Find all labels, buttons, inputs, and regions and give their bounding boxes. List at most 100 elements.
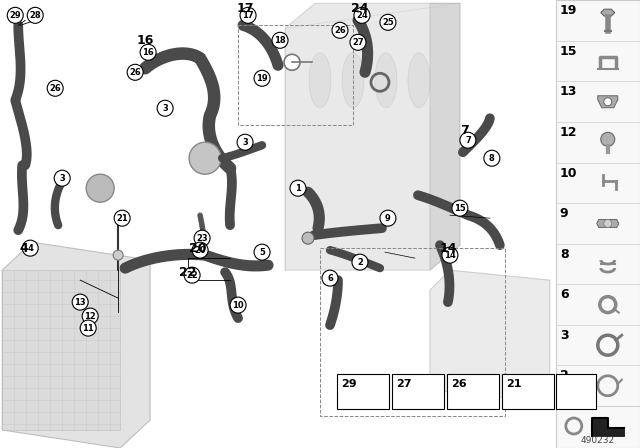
Circle shape (322, 270, 338, 286)
Text: 8: 8 (560, 248, 568, 261)
Text: 3: 3 (163, 104, 168, 113)
Text: 490232: 490232 (580, 436, 615, 445)
Circle shape (237, 134, 253, 150)
Text: 21: 21 (506, 379, 522, 389)
Circle shape (184, 267, 200, 283)
Polygon shape (430, 270, 550, 400)
Polygon shape (285, 3, 460, 270)
Text: 9: 9 (385, 214, 391, 223)
Text: 28: 28 (29, 11, 41, 20)
Circle shape (254, 70, 270, 86)
Text: 20: 20 (189, 241, 207, 254)
Text: 15: 15 (560, 45, 577, 58)
Circle shape (354, 7, 370, 23)
Text: 10: 10 (232, 301, 244, 310)
Text: 22: 22 (179, 266, 197, 279)
Text: 13: 13 (74, 297, 86, 306)
Circle shape (82, 308, 98, 324)
Text: 10: 10 (560, 167, 577, 180)
Circle shape (460, 132, 476, 148)
Text: 12: 12 (560, 126, 577, 139)
Polygon shape (601, 9, 615, 16)
Circle shape (254, 244, 270, 260)
Circle shape (28, 7, 44, 23)
Circle shape (157, 100, 173, 116)
Text: 23: 23 (196, 234, 208, 243)
Bar (447, 374, 499, 409)
Circle shape (350, 34, 366, 50)
Ellipse shape (309, 53, 331, 108)
Circle shape (113, 250, 123, 260)
Polygon shape (596, 220, 619, 228)
Circle shape (194, 230, 210, 246)
Text: 16: 16 (142, 48, 154, 57)
Text: 7: 7 (465, 136, 471, 145)
Bar (392, 374, 444, 409)
Text: 4: 4 (28, 244, 33, 253)
Polygon shape (592, 418, 624, 436)
Bar (0, 0, 555, 448)
Text: 2: 2 (357, 258, 363, 267)
Circle shape (442, 247, 458, 263)
Text: 27: 27 (396, 379, 412, 389)
Bar (320, 248, 505, 416)
Text: 2: 2 (560, 370, 568, 383)
Ellipse shape (342, 53, 364, 108)
Text: 19: 19 (256, 74, 268, 83)
Text: 20: 20 (195, 246, 206, 254)
Text: 17: 17 (236, 2, 254, 15)
Text: 27: 27 (352, 38, 364, 47)
Circle shape (484, 150, 500, 166)
Circle shape (352, 254, 368, 270)
Text: 3: 3 (60, 174, 65, 183)
Circle shape (332, 22, 348, 39)
Circle shape (22, 240, 38, 256)
Circle shape (7, 7, 23, 23)
Text: 21: 21 (116, 214, 128, 223)
Polygon shape (598, 96, 618, 108)
Circle shape (127, 65, 143, 80)
Circle shape (192, 242, 208, 258)
Text: 19: 19 (560, 4, 577, 17)
Circle shape (47, 80, 63, 96)
Circle shape (114, 210, 130, 226)
Text: 6: 6 (327, 274, 333, 283)
Circle shape (54, 170, 70, 186)
Text: 5: 5 (259, 248, 265, 257)
Circle shape (302, 232, 314, 244)
Bar (502, 374, 554, 409)
Bar (3, 270, 120, 430)
Text: 7: 7 (461, 124, 469, 137)
Text: 15: 15 (454, 204, 466, 213)
Text: 17: 17 (243, 11, 254, 20)
Text: 8: 8 (489, 154, 495, 163)
Text: 13: 13 (560, 86, 577, 99)
Text: 6: 6 (560, 289, 568, 302)
Text: 3: 3 (560, 329, 568, 342)
Text: 18: 18 (274, 36, 286, 45)
Bar (556, 0, 640, 448)
Circle shape (80, 320, 96, 336)
Text: 26: 26 (129, 68, 141, 77)
Text: 26: 26 (49, 84, 61, 93)
Text: 22: 22 (186, 271, 198, 280)
Polygon shape (3, 242, 150, 448)
Text: 11: 11 (83, 323, 94, 332)
Text: 12: 12 (84, 312, 96, 321)
Bar (337, 374, 389, 409)
Text: 26: 26 (334, 26, 346, 35)
Text: 29: 29 (341, 379, 356, 389)
Text: 16: 16 (136, 34, 154, 47)
Text: 25: 25 (382, 18, 394, 27)
Circle shape (604, 220, 612, 228)
Polygon shape (430, 3, 460, 270)
Text: 1: 1 (295, 184, 301, 193)
Ellipse shape (408, 53, 430, 108)
Text: 4: 4 (19, 241, 28, 254)
Circle shape (452, 200, 468, 216)
Circle shape (290, 180, 306, 196)
Circle shape (604, 98, 612, 106)
Circle shape (380, 210, 396, 226)
Circle shape (380, 14, 396, 30)
Circle shape (284, 54, 300, 70)
